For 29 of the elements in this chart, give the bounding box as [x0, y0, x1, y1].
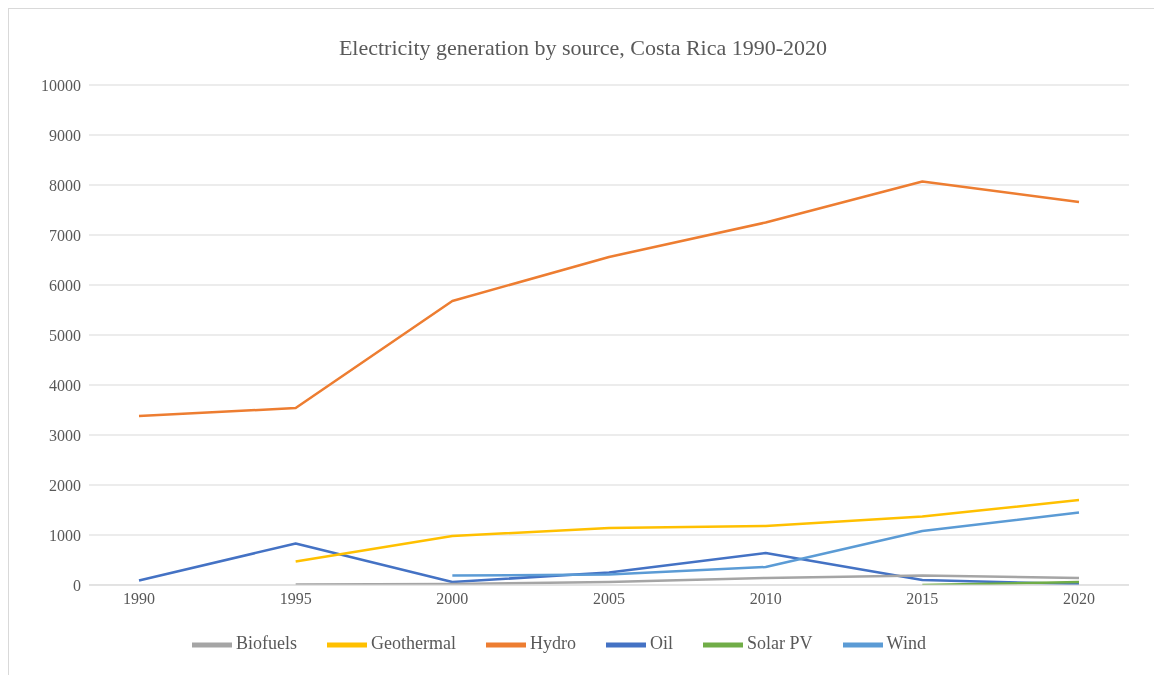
chart-title: Electricity generation by source, Costa Rica 1990-2020 — [337, 34, 829, 62]
y-tick-label: 0 — [73, 576, 81, 594]
line-series — [451, 511, 1081, 577]
x-tick-label: 2005 — [593, 590, 625, 608]
y-tick-label: 2000 — [49, 476, 81, 494]
y-tick-label: 9000 — [49, 126, 81, 144]
legend-label: Hydro — [530, 633, 577, 654]
y-tick-label: 5000 — [49, 326, 81, 344]
y-tick-label: 10000 — [41, 76, 81, 94]
x-tick-label: 1990 — [123, 590, 155, 608]
legend-label: Oil — [650, 633, 674, 654]
y-tick-label: 6000 — [49, 276, 81, 294]
y-tick-label: 1000 — [49, 526, 81, 544]
legend-label: Wind — [886, 633, 926, 654]
x-tick-label: 2015 — [906, 590, 939, 608]
legend-label: Biofuels — [236, 633, 298, 654]
y-tick-label: 4000 — [49, 376, 81, 394]
line-series — [137, 180, 1081, 418]
x-tick-label: 1995 — [279, 590, 312, 608]
line-series — [294, 574, 1081, 585]
y-tick-label: 3000 — [49, 426, 81, 444]
line-series — [294, 498, 1081, 563]
legend-label: Solar PV — [747, 633, 813, 654]
y-tick-label: 8000 — [49, 176, 81, 194]
x-tick-label: 2020 — [1063, 590, 1095, 608]
x-tick-label: 2000 — [436, 590, 469, 608]
x-tick-label: 2010 — [749, 590, 782, 608]
legend-label: Geothermal — [371, 633, 457, 654]
y-tick-label: 7000 — [49, 226, 81, 244]
